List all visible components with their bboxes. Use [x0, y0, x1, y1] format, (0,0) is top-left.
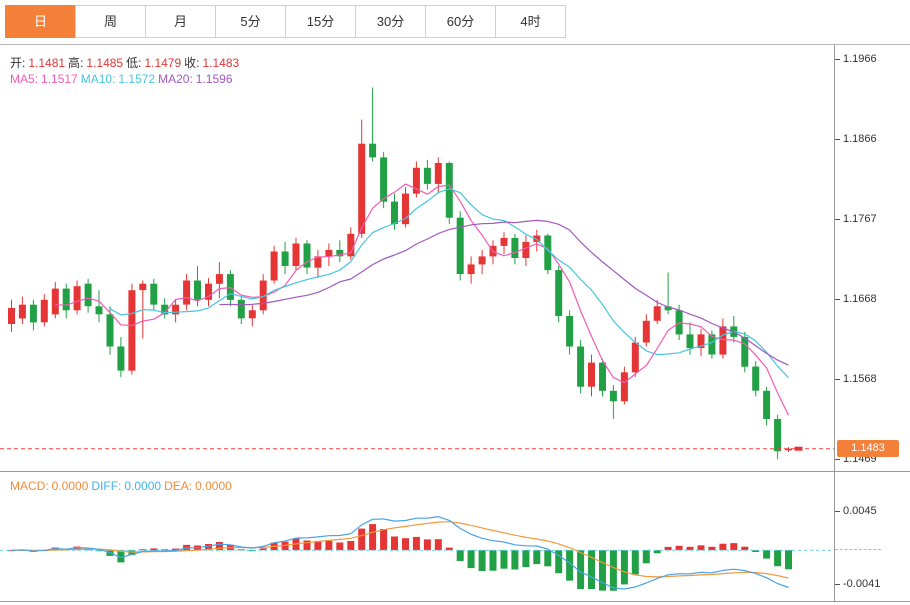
price-axis-label: 1.1668 — [835, 293, 877, 305]
macd-chart[interactable] — [0, 472, 834, 601]
high-value: 1.1485 — [86, 56, 124, 70]
macd-axis-label: 0.0045 — [835, 505, 877, 517]
macd-value: 0.0000 — [51, 479, 89, 493]
tab-4hour[interactable]: 4时 — [495, 5, 566, 38]
panel-divider — [0, 471, 910, 472]
tab-month[interactable]: 月 — [145, 5, 216, 38]
low-value: 1.1479 — [144, 56, 182, 70]
ma10-value: 1.1572 — [118, 72, 156, 86]
close-label: 收: — [184, 56, 200, 70]
last-price-tag: 1.1483 — [837, 440, 899, 457]
price-axis-label: 1.1767 — [835, 213, 877, 225]
price-axis: 1.1966 1.1866 1.1767 1.1668 1.1568 1.1469 — [834, 45, 910, 471]
bottom-border — [0, 601, 910, 602]
timeframe-toolbar: 日周月 5分 15分 30分 60分 4时 — [0, 0, 910, 44]
zero-line-extension — [835, 549, 881, 550]
tab-day[interactable]: 日 — [5, 5, 76, 38]
tab-60min[interactable]: 60分 — [425, 5, 496, 38]
ma5-value: 1.1517 — [41, 72, 78, 86]
price-axis-label: 1.1866 — [835, 133, 877, 145]
macd-label: MACD: — [10, 479, 49, 493]
open-value: 1.1481 — [28, 56, 66, 70]
tab-week[interactable]: 周 — [75, 5, 146, 38]
ma-readout: MA5: 1.1517 MA10: 1.1572 MA20: 1.1596 — [10, 72, 236, 86]
chart-root: 开: 1.1481 高: 1.1485 低: 1.1479 收: 1.1483 MA5: 1.1… — [0, 44, 910, 605]
open-label: 开: — [10, 56, 26, 70]
tab-30min[interactable]: 30分 — [355, 5, 426, 38]
macd-readout: MACD: 0.0000 DIFF: 0.0000 DEA: 0.0000 — [10, 479, 235, 493]
dea-label: DEA: — [164, 479, 193, 493]
price-axis-label: 1.1966 — [835, 53, 877, 65]
ma5-label: MA5: — [10, 72, 39, 86]
ma10-label: MA10: — [80, 72, 116, 86]
candlestick-chart[interactable] — [0, 45, 834, 471]
price-axis-label: 1.1568 — [835, 373, 877, 385]
ohlc-readout: 开: 1.1481 高: 1.1485 低: 1.1479 收: 1.1483 — [10, 54, 242, 71]
diff-value: 0.0000 — [124, 479, 162, 493]
ma20-label: MA20: — [158, 72, 193, 86]
close-value: 1.1483 — [202, 56, 240, 70]
tab-15min[interactable]: 15分 — [285, 5, 356, 38]
dea-value: 0.0000 — [195, 479, 232, 493]
macd-axis: 0.0045 -0.0041 — [834, 472, 910, 601]
ma20-value: 1.1596 — [195, 72, 233, 86]
high-label: 高: — [68, 56, 84, 70]
low-label: 低: — [126, 56, 142, 70]
macd-axis-label: -0.0041 — [834, 578, 881, 590]
tab-5min[interactable]: 5分 — [215, 5, 286, 38]
diff-label: DIFF: — [91, 479, 122, 493]
